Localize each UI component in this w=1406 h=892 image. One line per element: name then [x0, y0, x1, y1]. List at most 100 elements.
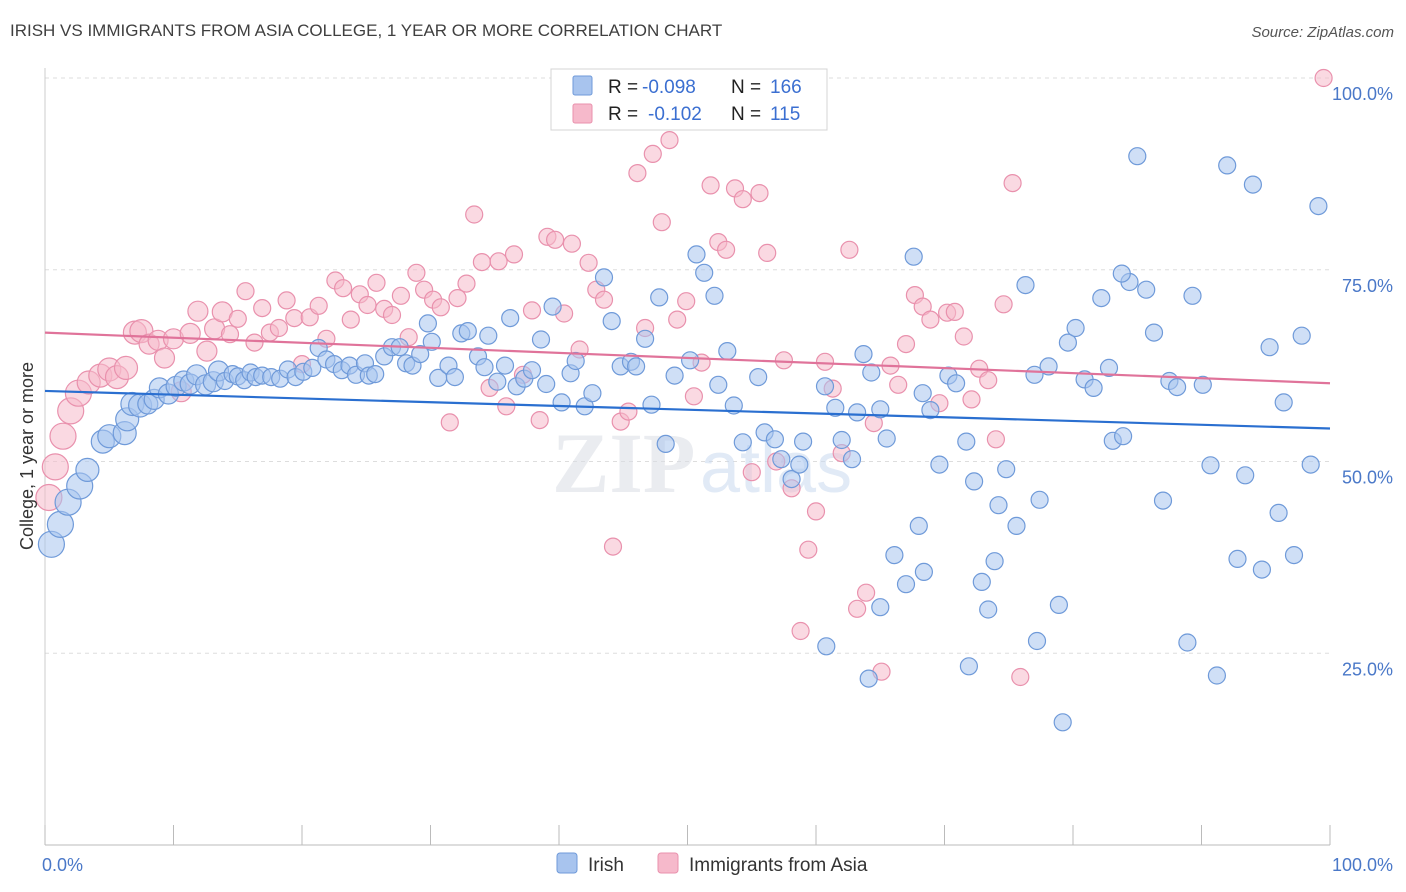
asia-point-60 [530, 411, 549, 430]
irish-point-60 [488, 372, 507, 391]
y-tick-label-1: 50.0% [1342, 468, 1393, 488]
asia-point-113 [962, 390, 981, 409]
y-tick-label-0: 25.0% [1342, 659, 1393, 679]
irish-point-147 [1207, 666, 1227, 685]
irish-point-85 [687, 245, 706, 264]
asia-point-50 [448, 289, 467, 308]
irish-point-104 [854, 345, 873, 364]
irish-point-105 [862, 363, 881, 382]
irish-point-99 [815, 377, 835, 396]
irish-point-71 [566, 351, 585, 371]
irish-point-125 [1030, 490, 1049, 509]
irish-point-120 [989, 496, 1008, 515]
irish-point-128 [1058, 333, 1078, 352]
irish-point-68 [543, 297, 562, 316]
asia-point-76 [660, 131, 679, 150]
asia-point-87 [750, 184, 769, 203]
irish-point-138 [1137, 280, 1156, 299]
irish-point-98 [793, 432, 813, 451]
irish-point-102 [842, 450, 862, 469]
irish-point-132 [1092, 289, 1111, 308]
irish-point-119 [979, 600, 998, 619]
irish-point-126 [1039, 357, 1058, 376]
asia-point-66 [579, 253, 598, 272]
asia-point-79 [684, 387, 704, 406]
asia-point-83 [716, 240, 736, 259]
irish-point-79 [635, 329, 655, 348]
y-tick-label-2: 75.0% [1342, 276, 1393, 296]
legend-swatch-asia [572, 103, 593, 124]
irish-point-83 [665, 366, 684, 385]
asia-trend-line [44, 331, 1331, 385]
irish-point-58 [475, 358, 494, 377]
irish-point-90 [724, 396, 743, 415]
irish-point-82 [656, 434, 675, 453]
series-asia-points [35, 68, 1333, 687]
chart-title: IRISH VS IMMIGRANTS FROM ASIA COLLEGE, 1… [10, 21, 723, 40]
asia-point-77 [668, 310, 687, 329]
irish-point-96 [782, 470, 801, 489]
irish-point-67 [537, 374, 556, 394]
asia-point-28 [269, 318, 288, 338]
irish-point-86 [695, 263, 714, 282]
legend-n-value-2: 115 [770, 104, 800, 125]
irish-point-103 [847, 403, 867, 422]
asia-point-116 [986, 430, 1006, 449]
irish-point-166 [909, 516, 928, 536]
legend-r-label-1: R = [608, 77, 638, 98]
irish-point-156 [1284, 545, 1304, 565]
asia-point-22 [220, 325, 240, 344]
legend-r-value-1: -0.098 [642, 77, 696, 98]
asia-point-23 [228, 309, 247, 328]
irish-point-164 [1027, 631, 1047, 651]
irish-point-66 [531, 330, 551, 349]
asia-point-98 [840, 240, 859, 259]
irish-point-127 [1049, 595, 1069, 615]
irish-point-56 [458, 322, 477, 341]
irish-point-158 [1301, 455, 1320, 474]
legend-r-value-2: -0.102 [648, 104, 702, 125]
irish-point-146 [1201, 456, 1220, 475]
asia-point-26 [253, 299, 272, 318]
asia-point-24 [236, 282, 255, 301]
irish-point-34 [303, 358, 322, 377]
irish-point-148 [1218, 156, 1237, 175]
irish-point-65 [522, 361, 542, 380]
asia-point-93 [799, 540, 818, 559]
irish-point-61 [495, 356, 515, 375]
bottom-legend-swatch-irish [556, 852, 578, 874]
irish-point-115 [946, 374, 966, 393]
irish-point-142 [1167, 378, 1187, 397]
asia-point-118 [1003, 174, 1022, 193]
irish-point-78 [626, 357, 646, 376]
irish-point-122 [1007, 516, 1026, 536]
irish-point-4 [75, 457, 100, 482]
irish-point-139 [1144, 323, 1164, 342]
irish-point-73 [583, 384, 602, 403]
irish-point-97 [790, 455, 809, 474]
asia-point-90 [774, 351, 794, 370]
asia-point-57 [504, 245, 524, 264]
asia-point-99 [847, 599, 867, 618]
asia-point-119 [1011, 667, 1030, 687]
irish-point-143 [1178, 633, 1197, 652]
tick-labels: 25.0% 50.0% 75.0% 100.0% 0.0% 100.0% [42, 84, 1393, 875]
irish-point-111 [913, 384, 932, 403]
irish-point-117 [964, 472, 984, 491]
bottom-legend: Irish Immigrants from Asia [556, 852, 868, 876]
asia-point-18 [187, 300, 209, 322]
irish-point-88 [709, 375, 728, 394]
asia-point-100 [856, 583, 876, 602]
irish-point-81 [650, 288, 669, 307]
irish-point-137 [1128, 147, 1147, 166]
asia-point-36 [334, 279, 353, 298]
irish-point-167 [817, 637, 836, 656]
irish-point-154 [1269, 503, 1288, 523]
irish-point-87 [705, 286, 724, 305]
x-tick-label-0: 0.0% [42, 855, 83, 875]
irish-point-118 [972, 572, 991, 592]
irish-point-153 [1260, 338, 1279, 357]
asia-point-55 [489, 252, 508, 271]
asia-point-40 [367, 273, 386, 292]
legend-n-label-2: N = [731, 104, 761, 125]
